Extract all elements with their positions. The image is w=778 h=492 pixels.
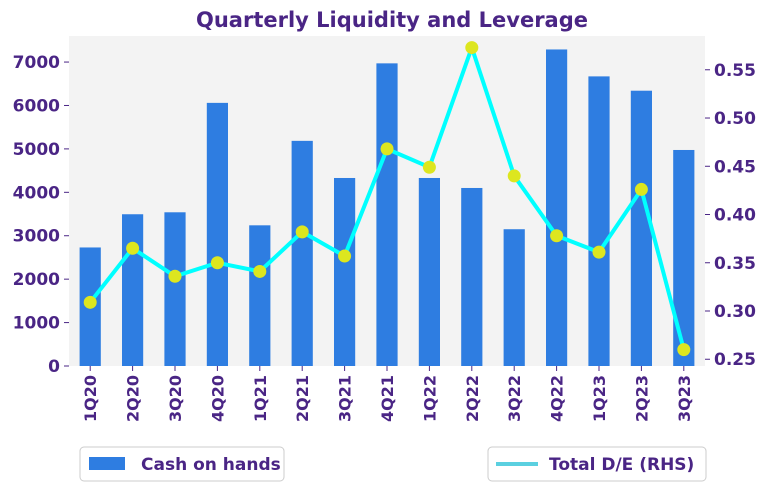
bar-3Q20	[164, 212, 186, 366]
x-tick-label: 1Q23	[590, 375, 609, 422]
de-point-2Q21	[295, 225, 309, 239]
x-tick-label: 3Q22	[505, 375, 524, 422]
bar-2Q20	[122, 214, 144, 366]
right-tick-label: 0.30	[714, 302, 756, 322]
legend-de: Total D/E (RHS)	[487, 446, 707, 482]
left-tick-label: 5000	[13, 140, 60, 160]
de-point-1Q23	[592, 245, 606, 259]
bar-2Q23	[630, 90, 652, 367]
x-tick-label: 1Q22	[420, 375, 439, 422]
de-point-1Q20	[83, 295, 97, 309]
x-tick-label: 2Q22	[463, 375, 482, 422]
de-point-3Q23	[677, 343, 691, 357]
x-tick-label: 2Q21	[293, 375, 312, 422]
bar-4Q20	[206, 102, 228, 367]
left-tick-label: 2000	[13, 270, 60, 290]
bar-2Q22	[461, 187, 483, 366]
chart-title: Quarterly Liquidity and Leverage	[196, 8, 588, 32]
left-tick-label: 7000	[13, 53, 60, 73]
x-tick-label: 4Q21	[378, 375, 397, 422]
de-point-2Q20	[126, 241, 140, 255]
bar-1Q21	[249, 225, 271, 366]
left-tick-label: 0	[48, 357, 60, 377]
legend-cash: Cash on hands	[79, 446, 285, 482]
bar-4Q21	[376, 63, 398, 367]
left-tick-label: 4000	[13, 183, 60, 203]
x-tick-label: 1Q20	[81, 375, 100, 422]
de-point-1Q22	[422, 160, 436, 174]
x-tick-label: 3Q23	[675, 375, 694, 422]
x-tick-label: 3Q21	[336, 375, 355, 422]
legend-bar-swatch	[89, 457, 125, 470]
de-point-3Q20	[168, 269, 182, 283]
bar-1Q22	[418, 177, 440, 366]
de-point-3Q21	[338, 249, 352, 263]
right-tick-label: 0.55	[714, 61, 756, 81]
de-point-2Q22	[465, 41, 479, 55]
de-point-4Q22	[550, 229, 564, 243]
right-tick-label: 0.40	[714, 206, 756, 226]
x-tick-label: 1Q21	[251, 375, 270, 422]
legend-label-cash: Cash on hands	[141, 455, 281, 475]
de-point-1Q21	[253, 264, 267, 278]
x-tick-label: 2Q23	[632, 375, 651, 422]
bar-3Q21	[334, 177, 356, 366]
x-tick-label: 2Q20	[124, 375, 143, 422]
right-tick-label: 0.50	[714, 109, 756, 129]
bar-3Q22	[503, 229, 525, 366]
de-point-4Q21	[380, 142, 394, 156]
de-point-2Q23	[634, 182, 648, 196]
right-tick-label: 0.35	[714, 254, 756, 274]
x-tick-label: 3Q20	[166, 375, 185, 422]
left-tick-label: 3000	[13, 227, 60, 247]
de-point-4Q20	[210, 256, 224, 270]
bar-4Q22	[546, 49, 568, 367]
bar-1Q23	[588, 76, 610, 366]
left-tick-label: 6000	[13, 96, 60, 116]
bar-3Q23	[673, 149, 695, 366]
de-point-3Q22	[507, 169, 521, 183]
left-tick-label: 1000	[13, 314, 60, 334]
x-tick-label: 4Q20	[208, 375, 227, 422]
legend-label-de: Total D/E (RHS)	[549, 455, 694, 475]
bar-2Q21	[291, 140, 313, 366]
x-tick-label: 4Q22	[548, 375, 567, 422]
right-tick-label: 0.45	[714, 157, 756, 177]
right-tick-label: 0.25	[714, 350, 756, 370]
